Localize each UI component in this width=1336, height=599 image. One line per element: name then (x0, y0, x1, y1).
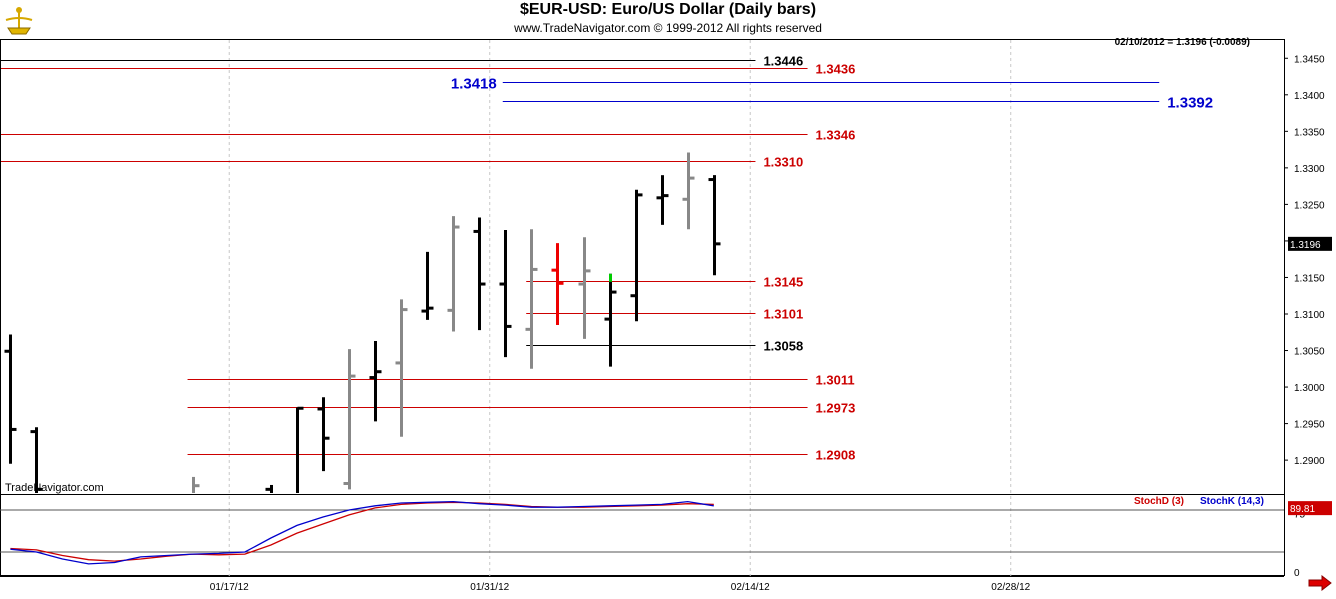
legend-stoch-d[interactable]: StochD (3) (1134, 496, 1184, 507)
stoch-y-tick-label: 0 (1294, 568, 1300, 579)
level-label: 1.3310 (763, 155, 803, 170)
level-label: 1.2908 (816, 448, 856, 463)
x-tick-label: 01/17/12 (210, 582, 249, 593)
stoch-series-line (10, 500, 714, 565)
x-tick-label: 01/31/12 (470, 582, 509, 593)
scroll-right-arrow-icon[interactable] (1308, 575, 1332, 591)
y-tick-label: 1.3150 (1294, 273, 1325, 284)
legend-stoch-k[interactable]: StochK (14,3) (1200, 496, 1264, 507)
stoch-last-value-box (1288, 501, 1332, 516)
y-tick-label: 1.3250 (1294, 200, 1325, 211)
y-tick-label: 1.3400 (1294, 91, 1325, 102)
level-label: 1.3058 (763, 339, 803, 354)
last-value-status: 02/10/2012 = 1.3196 (-0.0089) (1114, 37, 1250, 48)
watermark: TradeNavigator.com (5, 482, 104, 494)
x-tick-label: 02/14/12 (731, 582, 770, 593)
logo-icon (5, 7, 33, 35)
last-price-label: 1.3196 (1290, 240, 1321, 251)
level-label: 1.3011 (816, 373, 855, 388)
x-tick-label: 02/28/12 (991, 582, 1030, 593)
level-label: 1.3145 (763, 275, 803, 290)
level-label: 1.2973 (816, 401, 856, 416)
level-label: 1.3101 (763, 307, 803, 322)
level-label: 1.3436 (816, 62, 856, 77)
stoch-last-value-label: 89.81 (1290, 504, 1315, 515)
chart-frame (0, 39, 1285, 576)
level-label: 1.3418 (451, 76, 497, 93)
y-tick-label: 1.3450 (1294, 54, 1325, 65)
chart-subtitle: www.TradeNavigator.com © 1999-2012 All r… (514, 21, 822, 35)
level-label: 1.3446 (763, 54, 803, 69)
y-tick-label: 1.3050 (1294, 347, 1325, 358)
last-price-box (1288, 236, 1332, 251)
y-tick-label: 1.3350 (1294, 127, 1325, 138)
level-label: 1.3346 (816, 128, 856, 143)
y-tick-label: 1.2900 (1294, 456, 1325, 467)
chart-title: $EUR-USD: Euro/US Dollar (Daily bars) (519, 1, 817, 18)
y-tick-label: 1.2950 (1294, 420, 1325, 431)
y-tick-label: 1.3100 (1294, 310, 1325, 321)
y-tick-label: 1.3000 (1294, 383, 1325, 394)
y-tick-label: 1.3300 (1294, 164, 1325, 175)
level-label: 1.3392 (1167, 95, 1213, 112)
